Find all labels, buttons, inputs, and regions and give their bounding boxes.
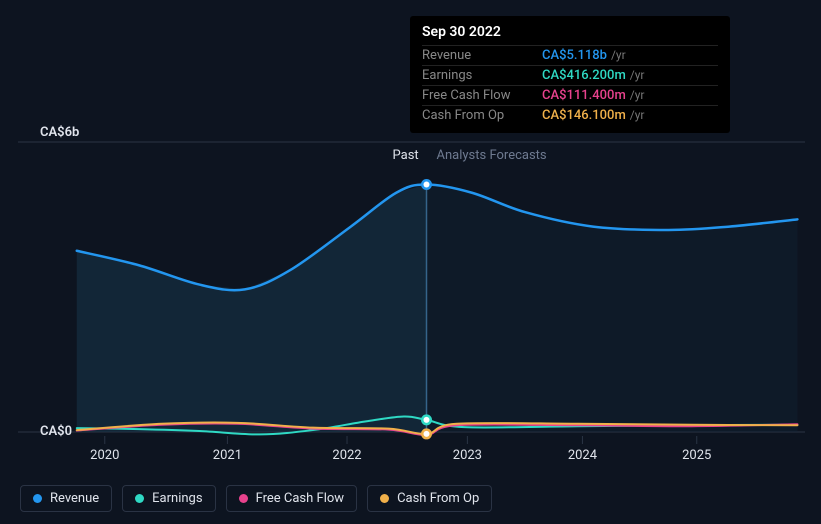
legend-label: Free Cash Flow bbox=[256, 491, 344, 506]
legend: Revenue Earnings Free Cash Flow Cash From O… bbox=[20, 485, 492, 512]
tooltip-metric-unit: /yr bbox=[630, 88, 645, 102]
tooltip-metric-label: Revenue bbox=[422, 48, 542, 63]
legend-swatch-icon bbox=[135, 494, 144, 503]
tooltip-date: Sep 30 2022 bbox=[422, 24, 718, 40]
tooltip-metric-label: Free Cash Flow bbox=[422, 88, 542, 103]
tooltip: Sep 30 2022 RevenueCA$5.118b/yrEarningsC… bbox=[410, 16, 730, 133]
x-tick: 2020 bbox=[90, 448, 119, 463]
tooltip-row: RevenueCA$5.118b/yr bbox=[422, 45, 718, 65]
y-axis-top-label: CA$6b bbox=[40, 125, 79, 140]
tooltip-metric-unit: /yr bbox=[630, 68, 645, 82]
legend-label: Revenue bbox=[50, 491, 99, 506]
tooltip-metric-unit: /yr bbox=[630, 108, 645, 122]
tooltip-metric-value: CA$146.100m bbox=[542, 108, 626, 123]
x-tick: 2021 bbox=[213, 448, 242, 463]
tooltip-metric-label: Earnings bbox=[422, 68, 542, 83]
y-axis-bottom-label: CA$0 bbox=[40, 424, 72, 439]
tooltip-row: EarningsCA$416.200m/yr bbox=[422, 65, 718, 85]
legend-item-earnings[interactable]: Earnings bbox=[122, 485, 215, 512]
tooltip-row: Cash From OpCA$146.100m/yr bbox=[422, 105, 718, 125]
tooltip-metric-value: CA$5.118b bbox=[542, 48, 607, 63]
forecast-label: Analysts Forecasts bbox=[437, 148, 547, 163]
legend-item-cfo[interactable]: Cash From Op bbox=[367, 485, 492, 512]
tooltip-metric-unit: /yr bbox=[611, 48, 626, 62]
x-tick: 2024 bbox=[568, 448, 597, 463]
past-label: Past bbox=[393, 148, 419, 163]
tooltip-metric-value: CA$111.400m bbox=[542, 88, 626, 103]
legend-swatch-icon bbox=[239, 494, 248, 503]
legend-swatch-icon bbox=[33, 494, 42, 503]
x-tick: 2025 bbox=[682, 448, 711, 463]
tooltip-metric-label: Cash From Op bbox=[422, 108, 542, 123]
tooltip-row: Free Cash FlowCA$111.400m/yr bbox=[422, 85, 718, 105]
legend-label: Earnings bbox=[152, 491, 202, 506]
tooltip-metric-value: CA$416.200m bbox=[542, 68, 626, 83]
legend-item-revenue[interactable]: Revenue bbox=[20, 485, 112, 512]
legend-label: Cash From Op bbox=[397, 491, 479, 506]
x-tick: 2023 bbox=[453, 448, 482, 463]
x-tick: 2022 bbox=[332, 448, 361, 463]
legend-item-fcf[interactable]: Free Cash Flow bbox=[226, 485, 357, 512]
legend-swatch-icon bbox=[380, 494, 389, 503]
